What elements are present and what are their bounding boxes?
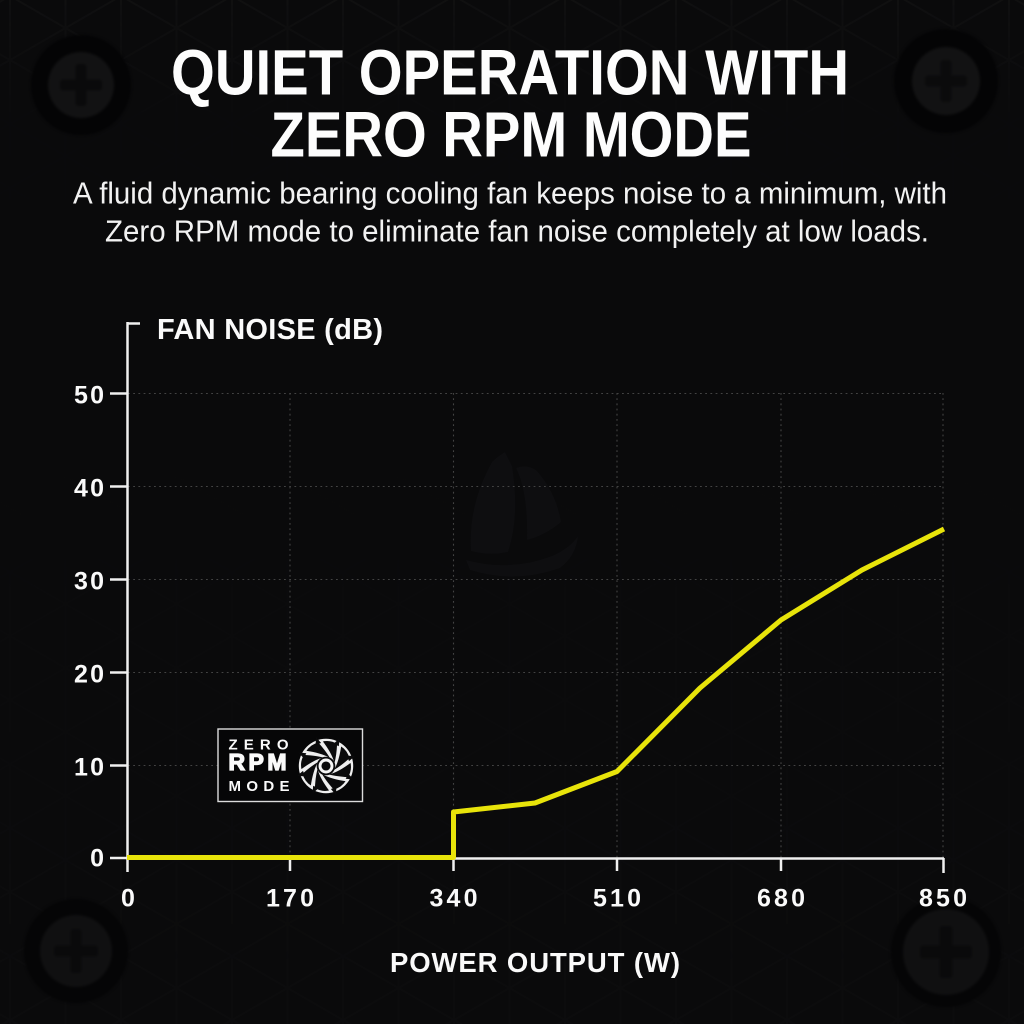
svg-text:850: 850	[919, 885, 967, 913]
svg-text:ZERO RPM MODE: ZERO RPM MODE	[271, 99, 752, 171]
svg-text:340: 340	[430, 885, 478, 913]
svg-text:0: 0	[121, 885, 135, 913]
svg-text:A fluid dynamic bearing coolin: A fluid dynamic bearing cooling fan keep…	[73, 176, 947, 211]
svg-text:QUIET OPERATION WITH: QUIET OPERATION WITH	[171, 37, 849, 109]
svg-text:510: 510	[593, 885, 641, 913]
svg-text:680: 680	[757, 885, 805, 913]
svg-text:Zero RPM mode to eliminate fan: Zero RPM mode to eliminate fan noise com…	[105, 213, 929, 248]
svg-text:RPM: RPM	[229, 749, 287, 775]
svg-text:FAN NOISE (dB): FAN NOISE (dB)	[157, 314, 383, 346]
svg-text:0: 0	[90, 845, 104, 873]
svg-text:170: 170	[266, 885, 314, 913]
svg-text:POWER OUTPUT (W): POWER OUTPUT (W)	[390, 947, 680, 978]
